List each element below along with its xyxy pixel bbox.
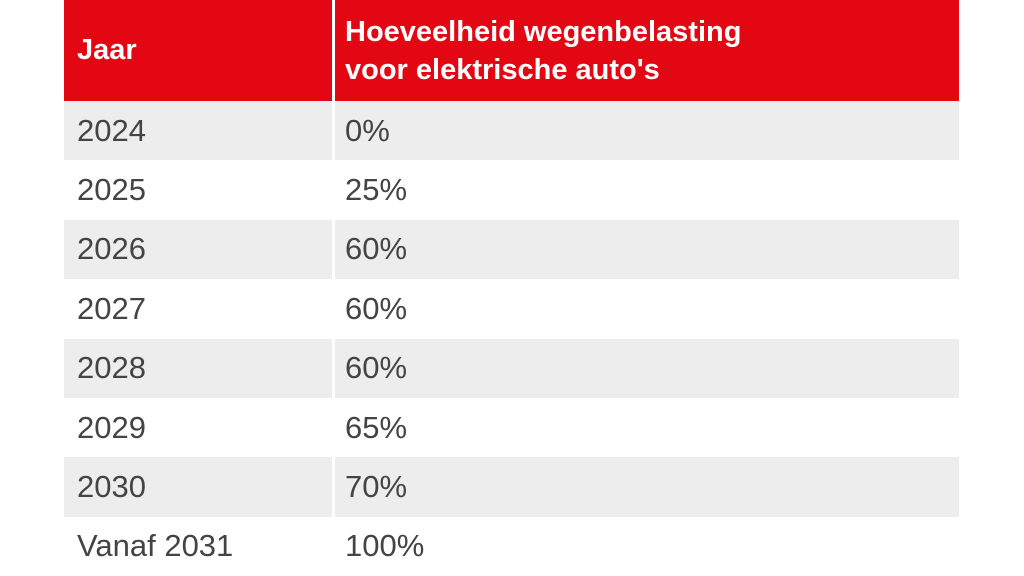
year-cell: 2026: [77, 231, 146, 267]
table-row: 2028 60%: [64, 338, 959, 398]
tax-cell: 65%: [332, 397, 959, 458]
year-cell: 2024: [77, 112, 146, 148]
header-cell-tax-amount: Hoeveelheid wegenbelasting voor elektris…: [332, 0, 959, 101]
table-row: 2025 25%: [64, 160, 959, 220]
tax-cell: 25%: [332, 160, 959, 220]
tax-cell: 100%: [332, 516, 959, 576]
table-row: 2029 65%: [64, 397, 959, 458]
header-cell-year: Jaar: [77, 34, 137, 66]
tax-cell: 60%: [332, 338, 959, 398]
tax-cell: 60%: [332, 279, 959, 339]
tax-cell: 70%: [332, 457, 959, 517]
year-cell: 2029: [77, 409, 146, 445]
year-cell: 2027: [77, 290, 146, 326]
year-cell: 2030: [77, 468, 146, 504]
table-row: 2024 0%: [64, 101, 959, 161]
table-row: 2027 60%: [64, 279, 959, 339]
tax-cell: 60%: [332, 219, 959, 280]
year-cell: 2028: [77, 350, 146, 386]
road-tax-table: Jaar Hoeveelheid wegenbelasting voor ele…: [64, 0, 959, 576]
table-row: 2026 60%: [64, 219, 959, 280]
year-cell: 2025: [77, 172, 146, 208]
tax-cell: 0%: [332, 101, 959, 161]
table-row: Vanaf 2031 100%: [64, 516, 959, 576]
year-cell: Vanaf 2031: [77, 528, 234, 564]
table-row: 2030 70%: [64, 457, 959, 517]
table-header-row: Jaar Hoeveelheid wegenbelasting voor ele…: [64, 0, 959, 101]
